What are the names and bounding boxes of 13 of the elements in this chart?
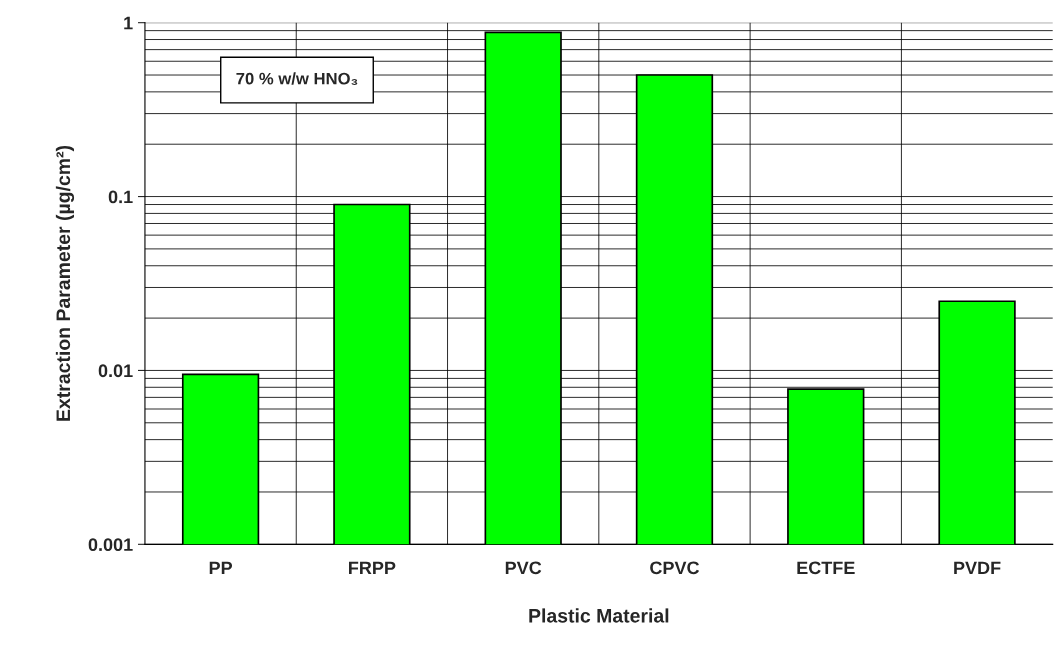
x-tick-label: PP [209, 561, 233, 575]
x-tick-label: PVC [505, 561, 542, 575]
x-axis-title: Plastic Material [529, 608, 669, 623]
y-axis-title: Extraction Parameter (µg/cm²) [55, 145, 75, 421]
y-tick-label: 1 [124, 16, 133, 30]
y-tick-label: 0.001 [88, 538, 133, 552]
x-tick-label: CPVC [650, 561, 700, 575]
x-tick-label: ECTFE [797, 561, 855, 575]
x-tick-label: PVDF [954, 561, 1001, 575]
y-tick-label: 0.1 [108, 190, 133, 204]
y-tick-label: 0.01 [98, 364, 133, 378]
x-tick-label: FRPP [349, 561, 396, 575]
annotation: 70 % w/w HNO₃ [236, 72, 358, 85]
